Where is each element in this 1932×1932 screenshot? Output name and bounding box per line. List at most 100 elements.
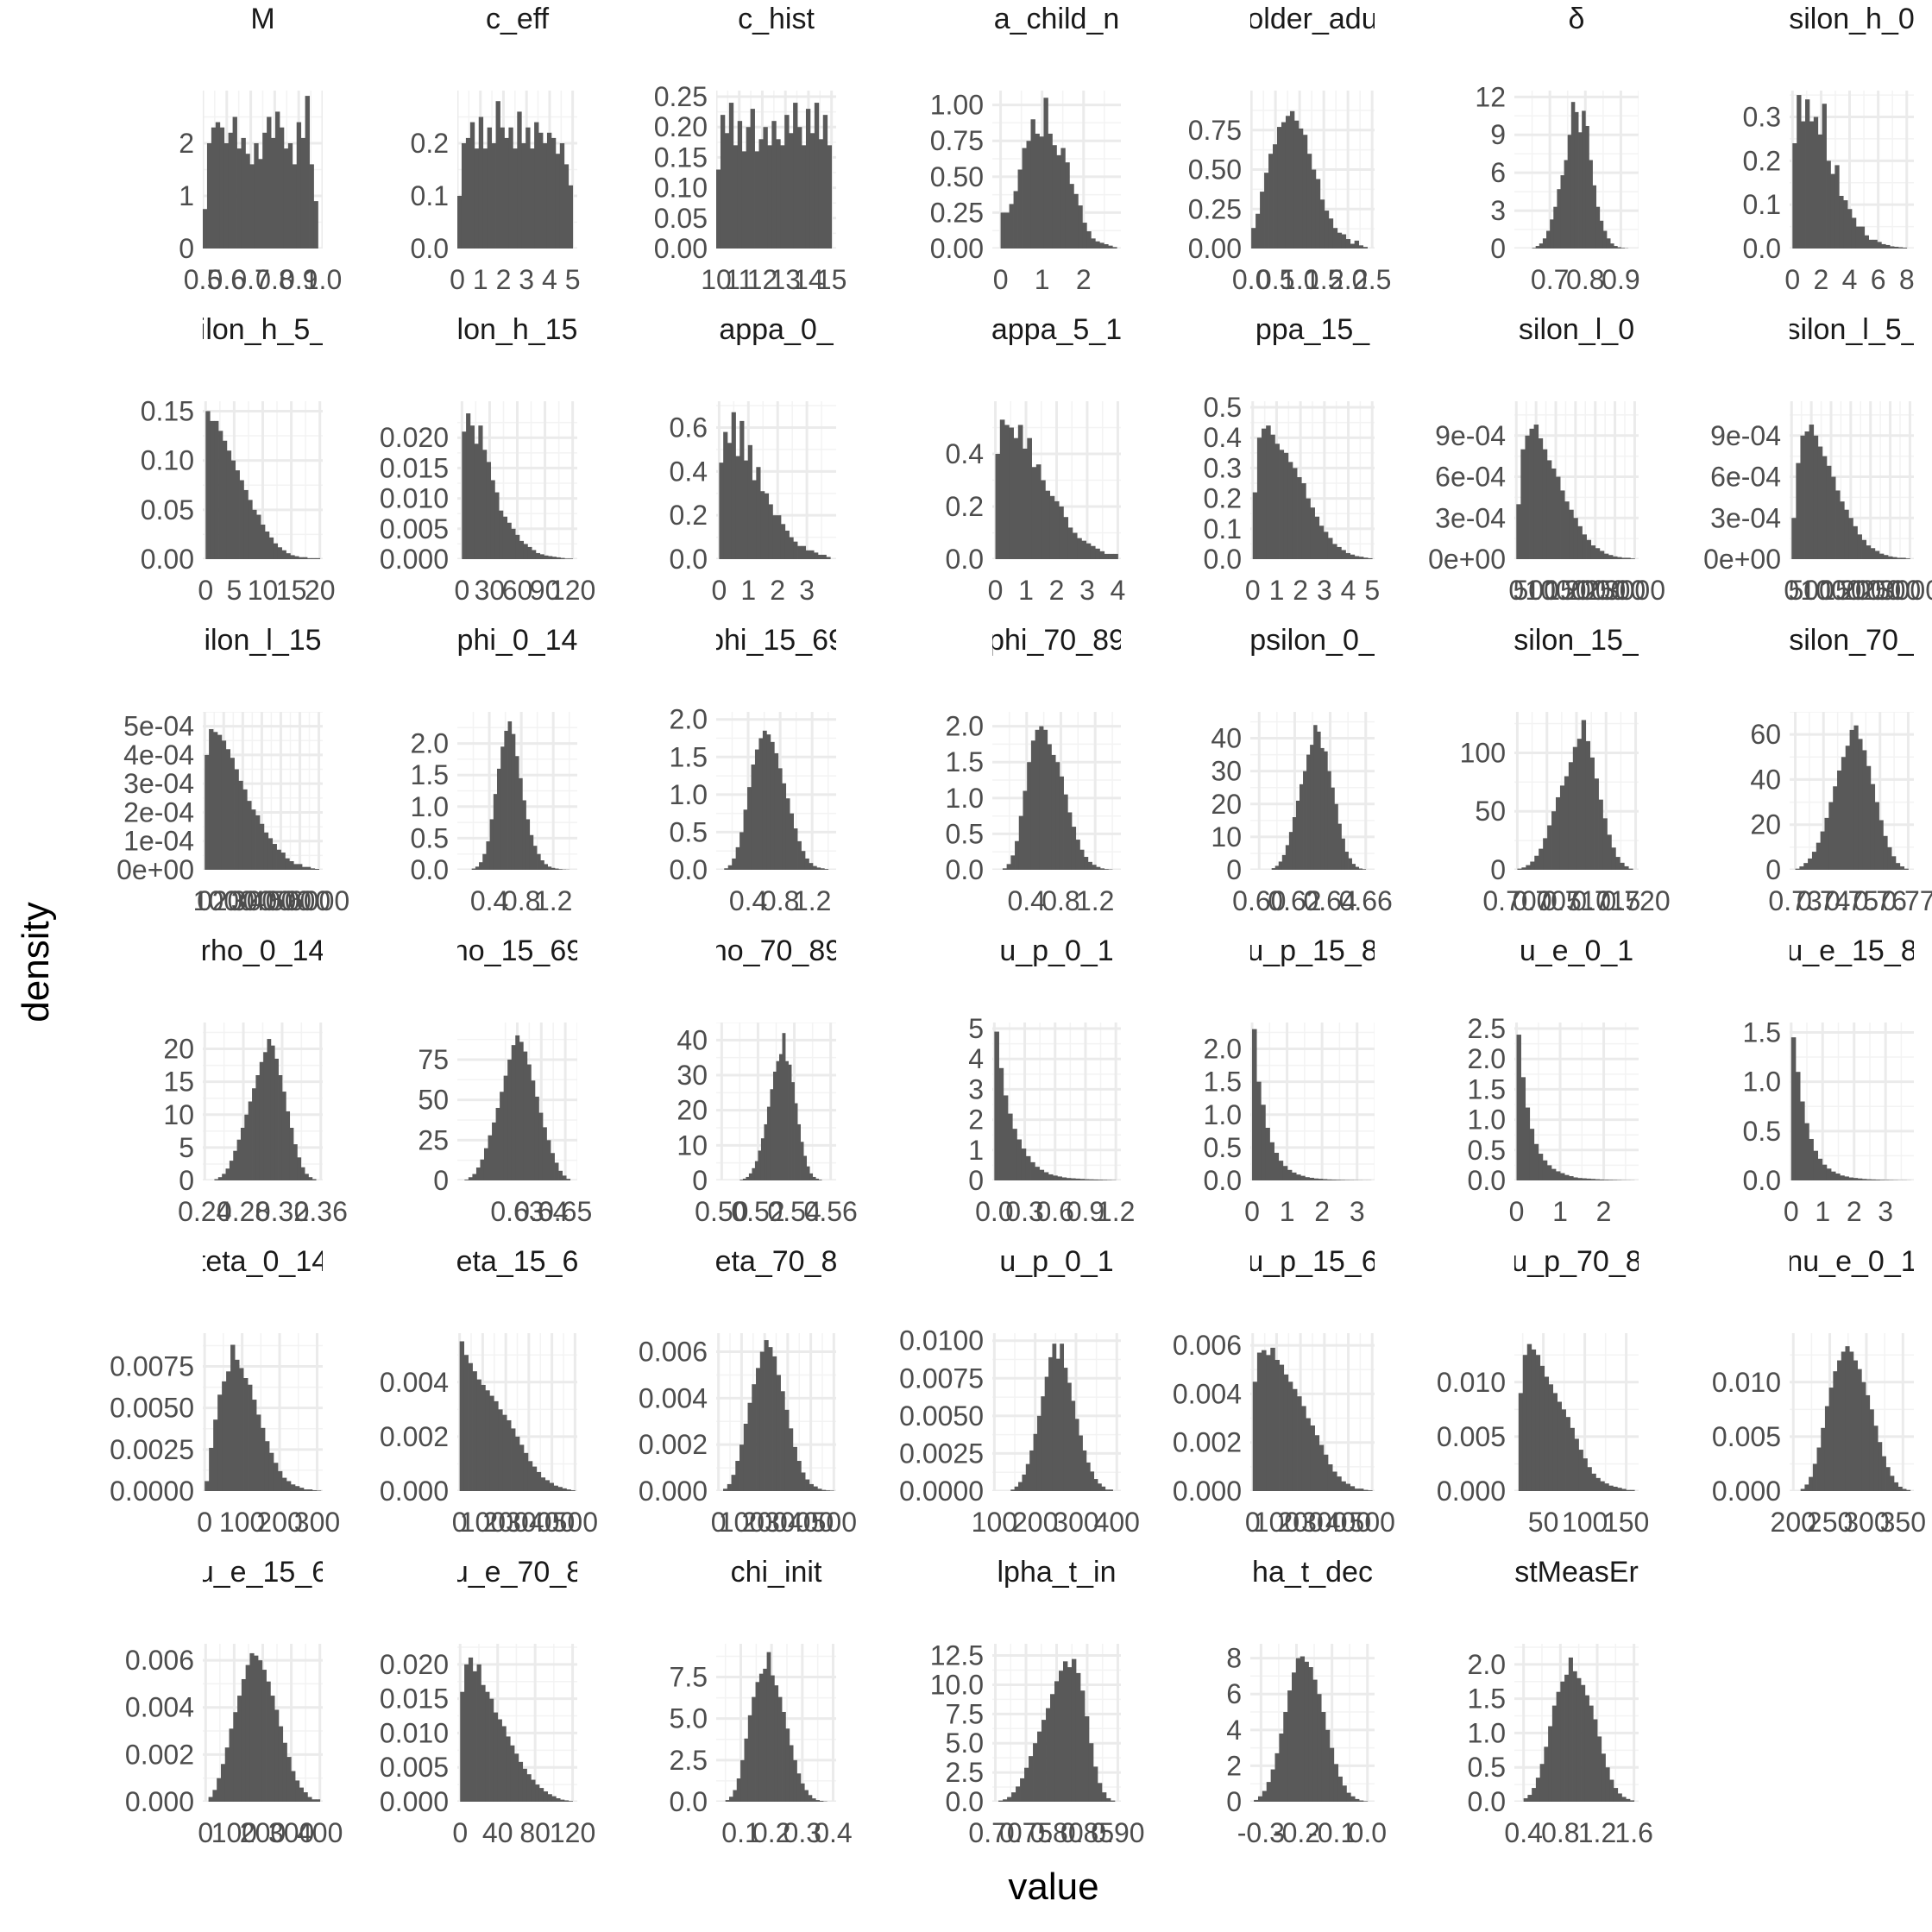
histogram-bar <box>273 543 279 559</box>
histogram-bar <box>1321 1712 1326 1802</box>
histogram-bar <box>1086 543 1092 559</box>
facet-panel: u_p_0_11002003004000.00000.00250.00500.0… <box>899 1245 1140 1538</box>
histogram-bar <box>1551 468 1557 559</box>
histogram-bar <box>507 1419 512 1491</box>
histogram-bar <box>1849 729 1854 870</box>
histogram-bar <box>1621 557 1627 559</box>
histogram-bar <box>1071 827 1077 870</box>
histogram-bar <box>1066 1178 1072 1180</box>
histogram-bar <box>214 1179 219 1180</box>
histogram-bar <box>1833 1371 1838 1491</box>
x-tick-label: 1.2 <box>793 885 831 916</box>
histogram-bar <box>1052 145 1057 249</box>
histogram-bar <box>497 1719 502 1802</box>
histogram-bar <box>1000 212 1005 249</box>
histogram-bar <box>1600 1481 1605 1491</box>
histogram-bar <box>504 137 509 249</box>
x-tick-label: 2 <box>1814 264 1829 295</box>
histogram-bar <box>796 1773 802 1802</box>
histogram-bar <box>748 1173 752 1180</box>
histogram-bar <box>1108 245 1113 249</box>
histogram-bar <box>821 554 827 559</box>
histogram-bars <box>1790 1037 1911 1180</box>
histogram-bar <box>217 1177 223 1180</box>
histogram-bar <box>1075 1178 1080 1180</box>
histogram-bar <box>1305 1177 1310 1180</box>
histogram-bar <box>226 1371 231 1491</box>
histogram-bar <box>1599 220 1604 249</box>
histogram-bar <box>1877 242 1882 249</box>
histogram-bar <box>1611 847 1616 870</box>
histogram-bar <box>248 1101 253 1180</box>
histogram-bar <box>809 1483 814 1491</box>
histogram-bar <box>1296 1174 1301 1180</box>
x-tick-label: 500 <box>1350 1507 1395 1538</box>
histogram-bar <box>817 554 823 559</box>
histogram-bar <box>255 1075 261 1180</box>
facet-strip-label: u_p_0_1 <box>999 1245 1113 1278</box>
histogram-bar <box>746 127 752 249</box>
histogram-bar <box>1520 1077 1526 1180</box>
histogram-bar <box>525 127 531 249</box>
histogram-bar <box>247 801 252 870</box>
histogram-bar <box>229 1728 234 1802</box>
x-tick-label: 0 <box>1509 1196 1525 1227</box>
facet-strip-label: M <box>250 3 274 35</box>
y-tick-label: 0.2 <box>411 128 449 159</box>
x-tick-label: 0.75 <box>999 1817 1053 1848</box>
x-tick-label: 100 <box>1254 1507 1300 1538</box>
y-tick-label: 0.010 <box>380 1717 449 1748</box>
histogram-bar <box>1841 757 1847 870</box>
histogram-bar <box>549 1482 554 1491</box>
histogram-bar <box>1525 1107 1531 1180</box>
histogram-bar <box>511 1045 516 1180</box>
histogram-bar <box>1590 545 1596 559</box>
facet-strip-label: teta_0_14 <box>198 1245 328 1278</box>
histogram-bar <box>1059 507 1064 559</box>
x-tick-label: 0.3 <box>783 1817 821 1848</box>
histogram-bar <box>1278 1161 1284 1180</box>
x-tick-label: 0.8 <box>1566 264 1604 295</box>
histogram-bar <box>1007 1797 1012 1802</box>
y-tick-label: 6e-04 <box>1710 462 1781 493</box>
histogram-bar <box>495 1107 500 1180</box>
histogram-bar <box>995 454 1001 559</box>
y-tick-label: 100 <box>1460 737 1506 768</box>
histogram-bar <box>1270 434 1275 559</box>
histogram-bar <box>1329 1747 1335 1802</box>
facet-strip-label: u_p_15_8 <box>1247 935 1377 967</box>
histogram-bar <box>1535 1355 1541 1491</box>
histogram-bar <box>754 749 759 870</box>
histogram-bar <box>1872 239 1878 249</box>
y-tick-label: 0.2 <box>1204 483 1242 514</box>
histogram-bar <box>242 789 248 870</box>
histogram-bar <box>1626 557 1631 559</box>
histogram-bar <box>1891 856 1897 870</box>
histogram-bar <box>1312 1679 1318 1802</box>
histogram-bar <box>1556 796 1561 870</box>
histogram-bar <box>489 819 494 870</box>
histogram-bar <box>1613 1486 1618 1491</box>
histogram-bar <box>821 1489 827 1491</box>
histogram-bar <box>243 489 249 559</box>
histogram-bars <box>1532 102 1629 249</box>
histogram-bar <box>764 1123 768 1180</box>
histogram-bar <box>829 1490 834 1491</box>
facet-strip-label: u_p_70_8 <box>1511 1245 1641 1278</box>
histogram-bar <box>536 1471 542 1491</box>
histogram-bar <box>1824 817 1829 870</box>
y-tick-label: 10.0 <box>930 1669 984 1700</box>
y-tick-label: 0.002 <box>125 1739 194 1770</box>
facet-strip-label: appa_5_1 <box>991 313 1122 346</box>
x-tick-label: 4000 <box>250 885 312 916</box>
y-tick-label: 2.0 <box>1204 1034 1242 1065</box>
x-tick-label: 500 <box>1788 575 1834 606</box>
y-tick-label: 3 <box>968 1073 984 1104</box>
y-tick-label: 0.010 <box>1712 1367 1781 1398</box>
histogram-bar <box>239 1368 244 1491</box>
histogram-bar <box>480 1159 485 1180</box>
histogram-bar <box>1314 516 1320 559</box>
histogram-bar <box>518 1761 524 1802</box>
y-tick-label: 0.75 <box>930 125 984 156</box>
